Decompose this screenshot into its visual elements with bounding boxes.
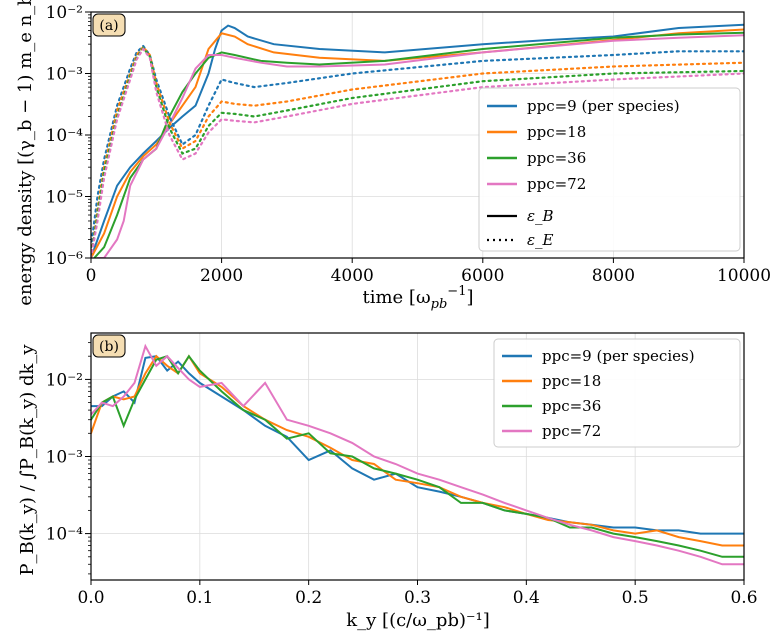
y-tick-label: 10⁻⁴ <box>46 525 84 545</box>
panel-a-xlabel: time [ωpb−1] <box>363 284 474 312</box>
y-tick-label: 10⁻² <box>46 370 83 390</box>
series-line-ppc-72-eps-e <box>91 47 744 258</box>
panel-b-label: (b) <box>99 339 119 355</box>
panel-b-legend: ppc=9 (per species) ppc=18 ppc=36 ppc=72 <box>493 338 741 448</box>
panel-a-label-badge: (a) <box>92 13 126 37</box>
panel-a-label: (a) <box>99 18 118 34</box>
x-tick-label: 2000 <box>200 266 243 286</box>
x-tick-label: 10000 <box>717 266 771 286</box>
panel-a-ticks: 0 2000 4000 6000 8000 10000 10⁻⁶ 10⁻⁵ 10⁻⁴ 10⁻³ 10… <box>46 3 771 286</box>
x-tick-label: 0.2 <box>295 588 322 608</box>
legend-entry: ppc=9 (per species) <box>542 347 695 365</box>
y-tick-label: 10⁻² <box>46 3 83 23</box>
y-tick-label: 10⁻³ <box>46 65 83 85</box>
legend-entry: ppc=72 <box>527 175 586 193</box>
series-line-ppc-9-per-species--eps-e <box>91 44 744 249</box>
panel-b-series <box>91 343 744 566</box>
legend-entry: ppc=36 <box>527 149 586 167</box>
y-tick-label: 10⁻⁴ <box>46 126 84 146</box>
legend-entry: ppc=72 <box>542 422 601 440</box>
x-tick-label: 0.0 <box>77 588 104 608</box>
panel-a-legend: ppc=9 (per species) ppc=18 ppc=36 ppc=72 ε_B… <box>478 87 741 252</box>
x-tick-label: 0.5 <box>622 588 649 608</box>
legend-box <box>493 338 741 448</box>
series-line-ppc-9-per-species- <box>91 355 744 535</box>
y-tick-label: 10⁻³ <box>46 448 83 468</box>
legend-entry: ppc=18 <box>542 372 601 390</box>
x-tick-label: 0.6 <box>730 588 757 608</box>
legend-box <box>478 87 741 252</box>
panel-a-ylabel: energy density [(γ_b − 1) m_e n_b c²] <box>15 0 36 306</box>
series-line-ppc-72 <box>91 343 744 566</box>
x-tick-label: 0.3 <box>404 588 431 608</box>
x-tick-label: 8000 <box>592 266 635 286</box>
x-tick-label: 4000 <box>331 266 374 286</box>
legend-style-entry: ε_E <box>527 231 554 249</box>
panel-b-xlabel: k_y [(c/ω_pb)⁻¹] <box>346 610 489 631</box>
legend-entry: ppc=18 <box>527 123 586 141</box>
panel-a-series <box>91 23 744 258</box>
panel-b-label-badge: (b) <box>92 334 126 358</box>
x-tick-label: 0 <box>86 266 97 286</box>
x-tick-label: 0.4 <box>513 588 540 608</box>
legend-entry: ppc=36 <box>542 397 601 415</box>
panel-b-ticks: 0.0 0.1 0.2 0.3 0.4 0.5 0.6 10⁻⁴ 10⁻³ 10⁻² <box>46 342 758 608</box>
y-tick-label: 10⁻⁶ <box>46 249 84 269</box>
x-tick-label: 0.1 <box>186 588 213 608</box>
panel-a: 0 2000 4000 6000 8000 10000 10⁻⁶ 10⁻⁵ 10⁻⁴ 10⁻³ 10… <box>15 0 771 312</box>
series-line-ppc-18-eps-e <box>91 45 744 258</box>
legend-entry: ppc=9 (per species) <box>527 97 680 115</box>
x-tick-label: 6000 <box>461 266 504 286</box>
series-line-ppc-9-per-species--eps-b <box>91 23 744 258</box>
panel-b: 0.0 0.1 0.2 0.3 0.4 0.5 0.6 10⁻⁴ 10⁻³ 10⁻² (b) k_… <box>17 332 758 631</box>
panel-b-ylabel: P_B(k_y) / ∫P_B(k_y) dk_y <box>17 344 38 576</box>
y-tick-label: 10⁻⁵ <box>46 188 84 208</box>
series-line-ppc-72-eps-b <box>96 34 744 258</box>
legend-style-entry: ε_B <box>527 207 554 225</box>
